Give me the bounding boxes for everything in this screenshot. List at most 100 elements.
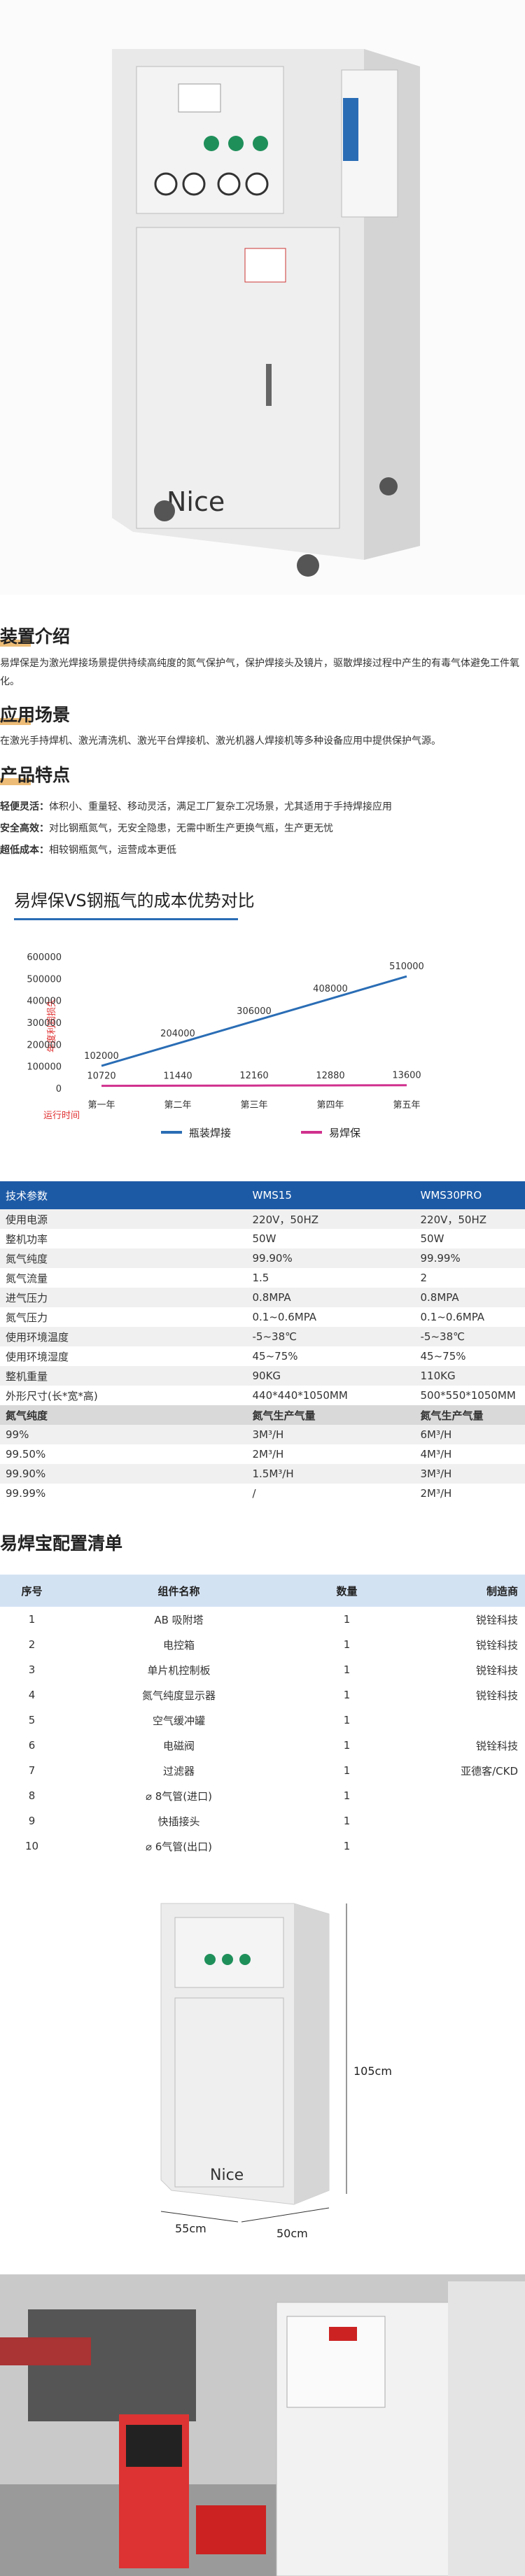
cell: 1 (343, 1663, 351, 1676)
cell: 45~75% (252, 1350, 298, 1363)
cell (399, 1708, 525, 1733)
x-axis-label: 运行时间 (43, 1111, 80, 1121)
cell: 空气缓冲罐 (152, 1714, 205, 1727)
table-row: 9 快插接头 1 (0, 1808, 525, 1834)
chart: 易焊保VS钢瓶气的成本优势对比 年度利润损失 运行时间 0 100000 20000… (14, 891, 424, 1139)
cell: 0.1~0.6MPA (420, 1311, 485, 1323)
cell: 5 (28, 1714, 36, 1726)
cell: 99.99% (6, 1487, 46, 1500)
cell: 0.1~0.6MPA (252, 1311, 317, 1323)
decoration (136, 227, 340, 529)
cell: / (252, 1487, 256, 1500)
brand-logo: Nice (210, 2167, 244, 2184)
series-line (101, 975, 407, 1067)
decoration (228, 136, 244, 151)
cell: 序号 (21, 1584, 43, 1598)
decoration (294, 1903, 329, 2204)
decoration (126, 2425, 182, 2467)
legend-label: 瓶装焊接 (189, 1127, 231, 1139)
x-tick-label: 第五年 (393, 1100, 420, 1111)
cell: 99.90% (6, 1468, 46, 1480)
cell: 使用环境温度 (6, 1330, 69, 1344)
cell: 440*440*1050MM (252, 1389, 348, 1402)
cell: 氮气纯度 (6, 1409, 48, 1422)
cell: 锐铨科技 (475, 1739, 518, 1752)
cell: 7 (28, 1764, 36, 1777)
table-row: 10 ⌀ 6气管(出口) 1 (0, 1834, 525, 1859)
table-row: 3 单片机控制板 1 锐铨科技 (0, 1657, 525, 1682)
cell: 锐铨科技 (475, 1689, 518, 1702)
subheader-row: 氮气纯度 氮气生产气量 氮气生产气量 (0, 1405, 525, 1425)
cell: 50W (252, 1232, 276, 1245)
feature-item: 轻便灵活：体积小、重量轻、移动灵活，满足工厂复杂工况场景，尤其适用于手持焊接应用 (0, 796, 525, 818)
cell: 0.8MPA (252, 1291, 291, 1304)
dimension-label: 55cm (175, 2222, 206, 2235)
table-row: 4 氮气纯度显示器 1 锐铨科技 (0, 1682, 525, 1708)
cell: 氮气生产气量 (252, 1409, 316, 1422)
cell: 整机功率 (6, 1232, 48, 1246)
y-tick-label: 200000 (27, 1040, 62, 1050)
cell: 1.5M³/H (252, 1468, 294, 1480)
title-underline (14, 918, 238, 920)
feature-label: 安全高效： (0, 823, 49, 834)
cell: 1 (343, 1789, 351, 1802)
table-row: 7 过滤器 1 亚德客/CKD (0, 1758, 525, 1783)
x-tick-label: 第三年 (240, 1100, 267, 1111)
paragraph: 在激光手持焊机、激光清洗机、激光平台焊接机、激光机器人焊接机等多种设备应用中提供… (0, 736, 441, 747)
decoration (253, 136, 268, 151)
y-tick-label: 300000 (27, 1018, 62, 1029)
decoration (154, 172, 178, 196)
cell: 500*550*1050MM (420, 1389, 516, 1402)
y-tick-label: 500000 (27, 974, 62, 985)
feature-item: 超低成本：相较钢瓶氮气，运营成本更低 (0, 840, 525, 861)
cell: 单片机控制板 (147, 1663, 211, 1677)
cell: 技术参数 (6, 1189, 48, 1202)
cell: 10 (24, 1840, 39, 1852)
cell: 45~75% (420, 1350, 466, 1363)
y-tick-label: 600000 (27, 952, 62, 963)
section-title: 易焊宝配置清单 (0, 1533, 123, 1554)
cell: 亚德客/CKD (461, 1764, 518, 1778)
decoration (245, 172, 269, 196)
decoration (329, 2327, 357, 2341)
decoration (174, 1997, 284, 2188)
dimension-image: Nice 105cm 55cm 50cm (160, 1903, 392, 2240)
header-row: 序号 组件名称 数量 制造商 (0, 1575, 525, 1607)
table-row: 使用环境湿度 45~75% 45~75% (0, 1346, 525, 1366)
cell: 进气压力 (6, 1291, 48, 1304)
cell: 3M³/H (420, 1468, 452, 1480)
decoration (297, 554, 319, 577)
cell: 数量 (336, 1584, 358, 1598)
cell: 9 (28, 1815, 36, 1827)
decoration (239, 1954, 251, 1965)
decoration (174, 1917, 284, 1988)
table-row: 整机功率 50W 50W (0, 1229, 525, 1248)
cell: 3M³/H (252, 1428, 284, 1441)
cell: 1 (343, 1613, 351, 1626)
data-label: 306000 (237, 1006, 272, 1017)
cell: 1 (343, 1638, 351, 1651)
section-title: 装置介绍 (0, 626, 71, 647)
cell: 220V，50HZ (420, 1213, 487, 1226)
table-row: 使用电源 220V，50HZ 220V，50HZ (0, 1209, 525, 1229)
cell: 1 (343, 1815, 351, 1827)
table-row: 5 空气缓冲罐 1 (0, 1708, 525, 1733)
decoration (448, 2281, 525, 2576)
config-table: 序号 组件名称 数量 制造商 1 AB 吸附塔 1 锐铨科技 2 电控箱 1 锐铨科技 3 单片机控制板 1… (0, 1575, 525, 1859)
cell: 2 (420, 1272, 428, 1284)
y-tick-label: 100000 (27, 1062, 62, 1073)
table-row: 99.90% 1.5M³/H 3M³/H (0, 1464, 525, 1484)
cell: 组件名称 (158, 1584, 200, 1598)
cell: 1.5 (252, 1272, 270, 1284)
cell: 使用环境湿度 (6, 1350, 69, 1363)
cell: AB 吸附塔 (154, 1613, 204, 1626)
feature-text: 体积小、重量轻、移动灵活，满足工厂复杂工况场景，尤其适用于手持焊接应用 (49, 801, 392, 812)
feature-list: 轻便灵活：体积小、重量轻、移动灵活，满足工厂复杂工况场景，尤其适用于手持焊接应用… (0, 796, 525, 861)
feature-label: 轻便灵活： (0, 801, 49, 812)
data-label: 102000 (84, 1051, 119, 1062)
table-row: 整机重量 90KG 110KG (0, 1366, 525, 1386)
cell: 6 (28, 1739, 36, 1752)
cell: 220V，50HZ (252, 1213, 319, 1226)
cell: ⌀ 8气管(进口) (145, 1789, 213, 1803)
table-row: 6 电磁阀 1 锐铨科技 (0, 1733, 525, 1758)
